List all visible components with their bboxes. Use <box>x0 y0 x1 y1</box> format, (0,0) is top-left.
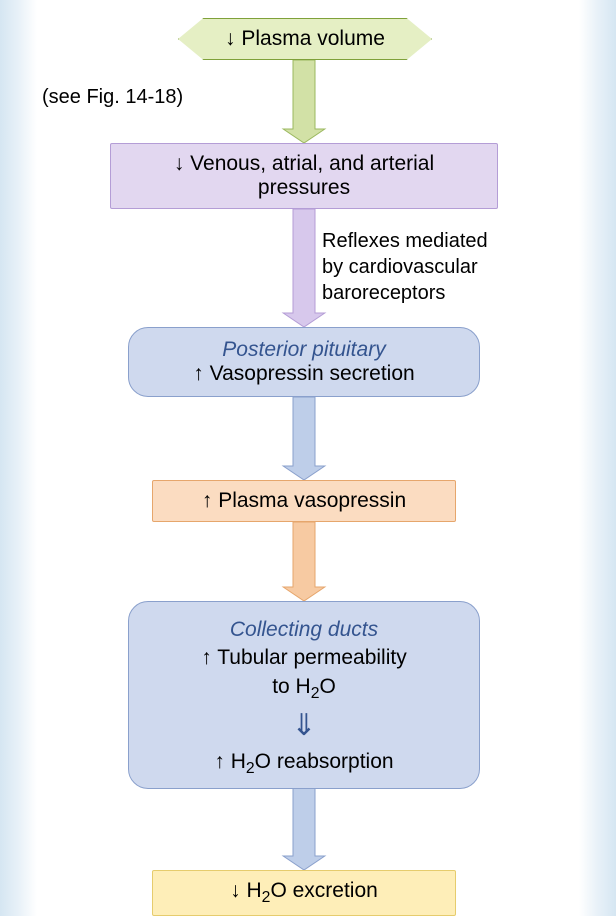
arrow-e1 <box>283 60 325 143</box>
node-title: Collecting ducts <box>230 616 378 644</box>
node-pressures: ↓ Venous, atrial, and arterialpressures <box>110 143 498 209</box>
arrow-e2 <box>283 209 325 327</box>
inner-arrow-glyph: ⇓ <box>291 708 316 744</box>
node-posterior-pituitary: Posterior pituitary↑ Vasopressin secreti… <box>128 327 480 397</box>
annotation-line: baroreceptors <box>322 280 488 306</box>
node-collecting-ducts: Collecting ducts↑ Tubular permeabilityto… <box>128 601 480 789</box>
arrow-e3 <box>283 397 325 480</box>
arrow-e5 <box>283 787 325 870</box>
node-text: ↓ H2O excretion <box>230 879 378 907</box>
node-text: ↑ Vasopressin secretion <box>193 362 414 386</box>
node-plasma-volume: ↓ Plasma volume <box>178 18 432 60</box>
node-title: Posterior pituitary <box>222 338 385 362</box>
annotation-line: Reflexes mediated <box>322 228 488 254</box>
arrow-e4 <box>283 522 325 601</box>
node-text: ↓ Plasma volume <box>225 27 385 51</box>
annotation-reflexes: Reflexes mediatedby cardiovascularbarore… <box>322 228 488 306</box>
node-text: ↑ Tubular permeability <box>201 644 406 672</box>
node-plasma-vasopressin: ↑ Plasma vasopressin <box>152 480 456 522</box>
flowchart-canvas: ↓ Plasma volume (see Fig. 14-18) ↓ Venou… <box>0 0 616 916</box>
node-text: to H2O <box>272 673 336 704</box>
node-text: ↑ H2O reabsorption <box>214 748 393 779</box>
annotation-line: by cardiovascular <box>322 254 488 280</box>
node-excretion: ↓ H2O excretion <box>152 870 456 916</box>
node-text: ↓ Venous, atrial, and arterial <box>174 152 434 176</box>
node-text: ↑ Plasma vasopressin <box>202 489 406 513</box>
annotation-see-fig: (see Fig. 14-18) <box>42 86 183 109</box>
node-text: pressures <box>258 176 350 200</box>
